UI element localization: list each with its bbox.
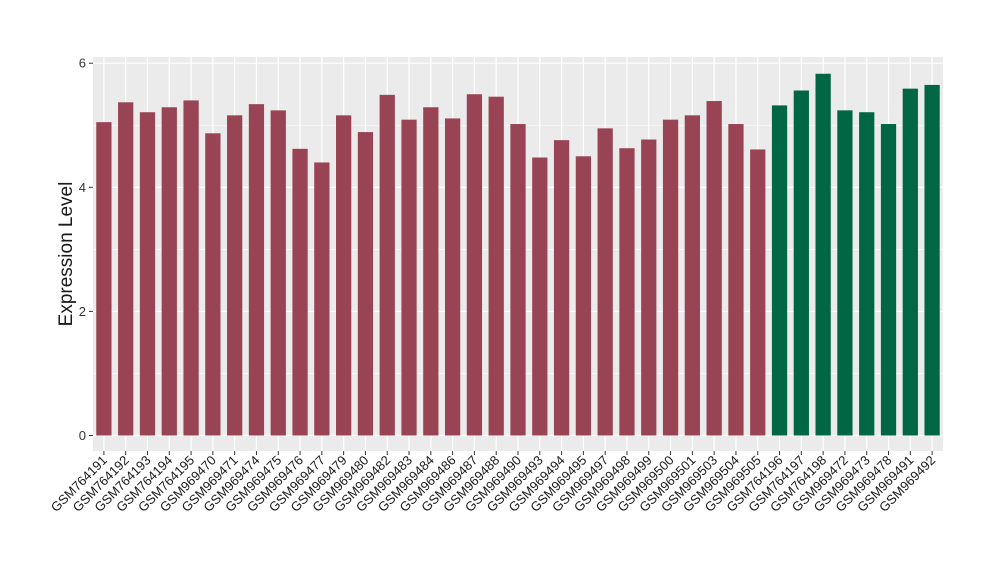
bar [750, 149, 766, 436]
bar [292, 148, 308, 436]
bar [161, 107, 177, 436]
bar [793, 90, 809, 436]
bar [641, 139, 657, 436]
bar [597, 128, 613, 436]
bar [837, 110, 853, 436]
bar [227, 115, 243, 436]
bar [336, 115, 352, 436]
y-tick-label: 0 [79, 428, 86, 443]
bars [96, 73, 940, 436]
y-axis-label: Expression Level [56, 182, 77, 327]
bar [902, 88, 918, 436]
bar [619, 148, 635, 436]
bar [466, 94, 483, 436]
bar [183, 100, 199, 436]
bar [314, 162, 330, 436]
bar [248, 104, 265, 436]
bar [357, 132, 374, 436]
bar [139, 112, 156, 436]
bar [771, 105, 788, 436]
y-axis: 0 2 4 6 [79, 56, 93, 443]
bar [270, 110, 286, 436]
bar [205, 133, 221, 436]
y-tick-label: 4 [79, 180, 86, 195]
bar [401, 119, 417, 436]
bar [488, 96, 504, 436]
y-tick-label: 6 [79, 56, 86, 71]
bar [728, 124, 744, 436]
bar [706, 101, 722, 436]
bar [379, 94, 395, 436]
bar [815, 73, 831, 436]
bar [880, 124, 897, 436]
bar [118, 102, 134, 436]
y-tick-label: 2 [79, 304, 86, 319]
bar [553, 140, 570, 436]
x-axis: GSM764191GSM764192GSM764193GSM764194GSM7… [48, 451, 938, 515]
bar [684, 115, 700, 436]
bar [444, 118, 461, 436]
bar [662, 119, 679, 436]
bar [575, 156, 592, 436]
bar [859, 112, 875, 436]
bar [96, 122, 112, 436]
bar [532, 157, 548, 436]
bar [510, 124, 526, 436]
bar [924, 84, 940, 436]
bar [423, 107, 439, 436]
